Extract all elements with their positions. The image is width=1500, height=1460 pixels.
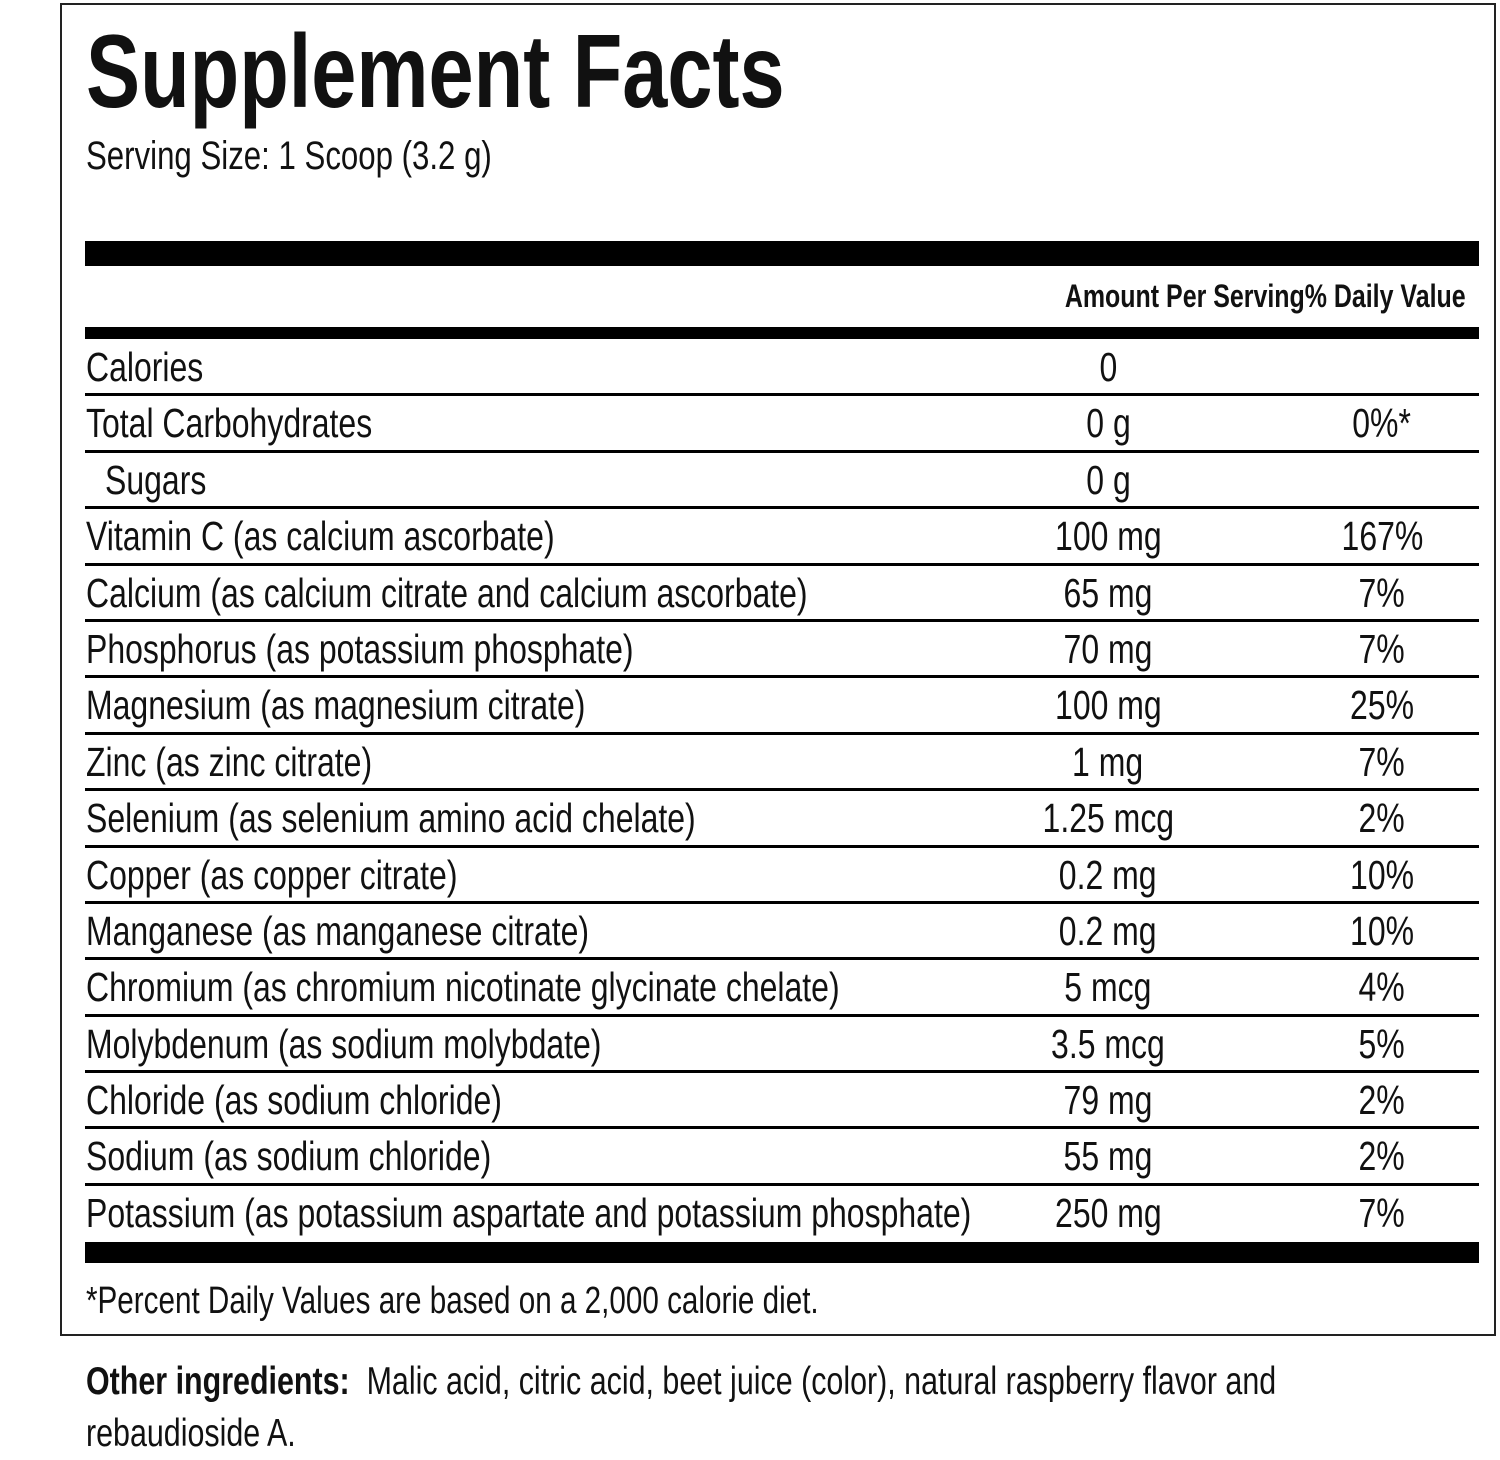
nutrient-daily-value: 2% <box>1358 1077 1406 1124</box>
nutrient-name: Calcium (as calcium citrate and calcium … <box>86 569 808 616</box>
table-row: Sugars 0 g <box>85 453 1479 510</box>
amount-header: Amount Per Serving <box>1065 278 1305 314</box>
nutrient-amount: 0 g <box>1085 456 1131 503</box>
nutrient-name: Selenium (as selenium amino acid chelate… <box>86 795 696 842</box>
nutrient-daily-value: 7% <box>1358 569 1406 616</box>
table-row: Copper (as copper citrate) 0.2 mg 10% <box>85 848 1479 904</box>
nutrient-daily-value: 7% <box>1358 738 1406 785</box>
table-row: Sodium (as sodium chloride) 55 mg 2% <box>85 1129 1479 1186</box>
table-row: Chromium (as chromium nicotinate glycina… <box>85 960 1479 1017</box>
divider-header <box>85 327 1479 339</box>
nutrient-daily-value: 167% <box>1341 513 1423 560</box>
nutrient-amount: 5 mcg <box>1064 964 1152 1011</box>
nutrient-name: Vitamin C (as calcium ascorbate) <box>86 513 555 560</box>
nutrient-amount: 0 g <box>1085 400 1131 447</box>
nutrient-daily-value: 7% <box>1358 625 1406 672</box>
nutrient-amount: 100 mg <box>1054 513 1162 560</box>
table-row: Zinc (as zinc citrate) 1 mg 7% <box>85 735 1479 792</box>
title-text: Supplement Facts <box>86 14 785 130</box>
table-row: Molybdenum (as sodium molybdate) 3.5 mcg 5… <box>85 1017 1479 1074</box>
nutrient-daily-value: 10% <box>1349 907 1415 954</box>
nutrient-amount: 65 mg <box>1063 569 1153 616</box>
nutrient-daily-value: 5% <box>1358 1020 1406 1067</box>
serving-size-text: Serving Size: 1 Scoop (3.2 g) <box>86 134 492 178</box>
nutrient-amount: 250 mg <box>1054 1189 1162 1236</box>
table-row: Calcium (as calcium citrate and calcium … <box>85 566 1479 622</box>
nutrient-name: Calories <box>86 344 204 390</box>
nutrient-table: Calories 0 Total Carbohydrates 0 g 0%* Sugars… <box>85 340 1479 1242</box>
nutrient-amount: 0.2 mg <box>1059 851 1157 898</box>
nutrient-amount: 0.2 mg <box>1059 907 1157 954</box>
nutrient-name: Copper (as copper citrate) <box>86 851 458 898</box>
nutrient-name: Chloride (as sodium chloride) <box>86 1077 502 1124</box>
nutrient-name: Manganese (as manganese citrate) <box>86 907 590 954</box>
nutrient-amount: 0 <box>1099 344 1117 390</box>
nutrient-amount: 55 mg <box>1063 1133 1153 1180</box>
nutrient-amount: 1.25 mcg <box>1042 795 1174 842</box>
table-row: Calories 0 <box>85 340 1479 397</box>
nutrient-daily-value: 4% <box>1358 964 1406 1011</box>
other-ingredients-label: Other ingredients: <box>86 1360 350 1403</box>
nutrient-daily-value: 0%* <box>1352 400 1412 447</box>
table-row: Chloride (as sodium chloride) 79 mg 2% <box>85 1073 1479 1130</box>
nutrient-daily-value: 7% <box>1358 1189 1406 1236</box>
nutrient-daily-value: 2% <box>1358 795 1406 842</box>
table-row: Total Carbohydrates 0 g 0%* <box>85 396 1479 453</box>
other-ingredients-text-1: Malic acid, citric acid, beet juice (col… <box>366 1360 1277 1403</box>
other-ingredients: Other ingredients: Malic acid, citric ac… <box>86 1356 1500 1460</box>
nutrient-amount: 70 mg <box>1063 625 1153 672</box>
nutrient-name: Magnesium (as magnesium citrate) <box>86 682 586 729</box>
table-row: Magnesium (as magnesium citrate) 100 mg 25… <box>85 678 1479 735</box>
thick-divider-top <box>85 241 1479 266</box>
nutrient-amount: 100 mg <box>1054 682 1162 729</box>
thick-divider-bottom <box>85 1242 1479 1263</box>
serving-size: Serving Size: 1 Scoop (3.2 g) <box>86 132 606 180</box>
nutrient-amount: 1 mg <box>1072 738 1144 785</box>
panel-title: Supplement Facts <box>86 12 982 132</box>
nutrient-name: Potassium (as potassium aspartate and po… <box>86 1189 972 1236</box>
nutrient-name: Sodium (as sodium chloride) <box>86 1133 492 1180</box>
nutrient-name: Chromium (as chromium nicotinate glycina… <box>86 964 840 1011</box>
table-row: Selenium (as selenium amino acid chelate… <box>85 791 1479 848</box>
table-row: Manganese (as manganese citrate) 0.2 mg 10… <box>85 904 1479 961</box>
nutrient-amount: 79 mg <box>1063 1077 1153 1124</box>
nutrient-daily-value: 25% <box>1349 682 1415 729</box>
nutrient-amount: 3.5 mcg <box>1051 1020 1165 1067</box>
dv-header: % Daily Value <box>1304 278 1466 314</box>
table-row: Potassium (as potassium aspartate and po… <box>85 1186 1479 1242</box>
footnote-text: *Percent Daily Values are based on a 2,0… <box>86 1280 819 1322</box>
table-row: Vitamin C (as calcium ascorbate) 100 mg 16… <box>85 509 1479 566</box>
nutrient-name: Sugars <box>105 456 207 503</box>
column-header: Amount Per Serving % Daily Value <box>85 272 1479 322</box>
nutrient-daily-value: 10% <box>1349 851 1415 898</box>
table-row: Phosphorus (as potassium phosphate) 70 mg… <box>85 622 1479 679</box>
nutrient-name: Zinc (as zinc citrate) <box>86 738 373 785</box>
nutrient-name: Total Carbohydrates <box>86 400 373 447</box>
nutrient-name: Molybdenum (as sodium molybdate) <box>86 1020 602 1067</box>
other-ingredients-text-2: rebaudioside A. <box>86 1412 296 1455</box>
nutrient-name: Phosphorus (as potassium phosphate) <box>86 625 634 672</box>
footnote: *Percent Daily Values are based on a 2,0… <box>86 1278 1025 1324</box>
supplement-facts-panel <box>60 3 1496 1336</box>
nutrient-daily-value: 2% <box>1358 1133 1406 1180</box>
